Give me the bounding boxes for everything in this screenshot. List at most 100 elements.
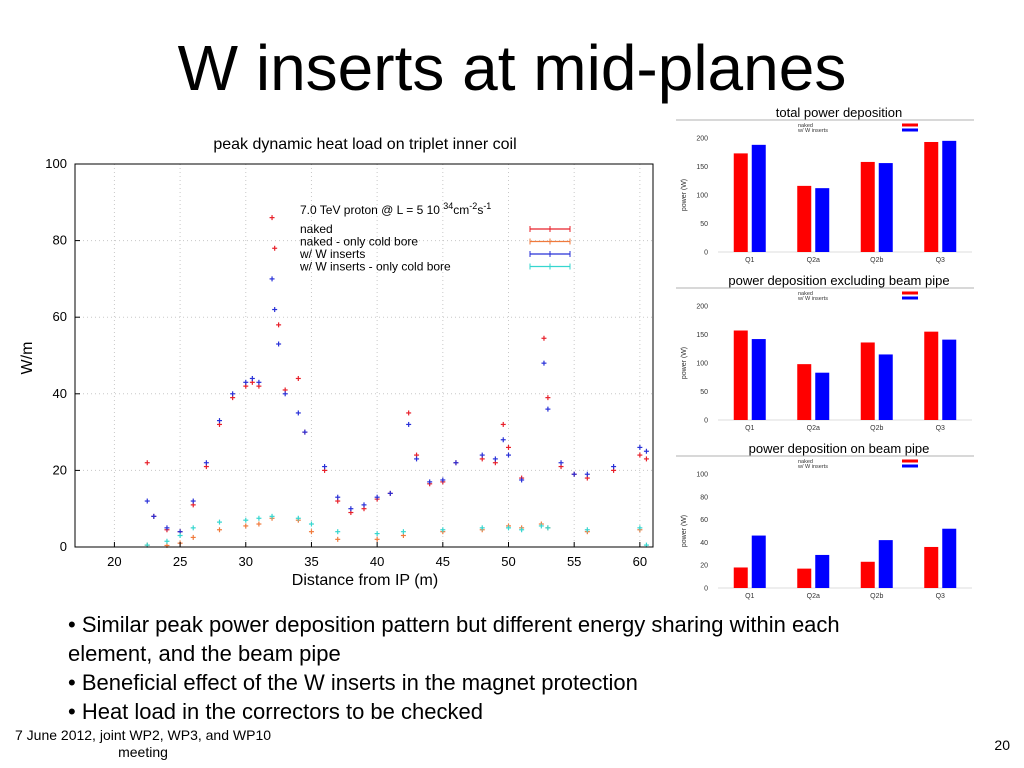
data-point — [500, 421, 506, 427]
chart-grid — [75, 163, 653, 548]
data-point — [453, 460, 459, 466]
data-point — [272, 307, 278, 313]
plot-frame — [74, 163, 654, 548]
data-point — [374, 536, 380, 542]
data-point — [269, 513, 275, 519]
y-tick-label: 0 — [60, 539, 67, 554]
data-point — [643, 456, 649, 462]
x-tick-label: Q1 — [745, 593, 754, 600]
x-tick-label: 35 — [304, 554, 318, 569]
bullet-item-continuation: element, and the beam pipe — [68, 639, 968, 668]
data-point — [256, 515, 262, 521]
data-points — [144, 215, 649, 548]
data-point — [361, 502, 367, 508]
bar — [860, 561, 875, 588]
heat-load-chart: peak dynamic heat load on triplet inner … — [19, 136, 654, 589]
data-point — [295, 410, 301, 416]
data-point — [282, 391, 288, 397]
bar — [924, 141, 939, 252]
data-point — [243, 517, 249, 523]
legend-swatch — [902, 291, 918, 295]
y-tick-label: 80 — [700, 494, 708, 501]
bullet-text: Similar peak power deposition pattern bu… — [81, 612, 840, 637]
data-point — [217, 519, 222, 525]
footer-line: 7 June 2012, joint WP2, WP3, and WP10 — [14, 727, 272, 743]
bar — [733, 567, 748, 588]
data-point — [308, 521, 314, 527]
x-tick-label: 30 — [239, 554, 253, 569]
y-tick-label: 200 — [696, 136, 708, 143]
data-point — [506, 525, 511, 531]
legend-swatch — [902, 296, 918, 300]
data-point — [440, 527, 446, 533]
data-point — [506, 452, 511, 458]
data-point — [269, 215, 275, 221]
data-point — [272, 245, 278, 251]
data-point — [151, 513, 157, 519]
x-tick-label: 40 — [370, 554, 384, 569]
legend-label: naked — [798, 123, 813, 129]
data-point — [406, 410, 412, 416]
y-axis-label: W/m — [19, 342, 36, 375]
data-point — [637, 444, 643, 450]
y-tick-label: 60 — [700, 517, 708, 524]
data-point — [584, 471, 590, 477]
bar — [878, 163, 893, 252]
x-tick-label: 25 — [173, 554, 187, 569]
page-number: 20 — [994, 737, 1010, 753]
bar — [733, 153, 748, 252]
data-point — [335, 536, 341, 542]
x-tick-label: Q3 — [936, 257, 945, 264]
x-tick-label: Q1 — [745, 257, 754, 264]
axis-ticks: 20 25 30 35 40 45 50 55 60 0 20 40 60 80 100 — [45, 156, 647, 569]
data-point — [387, 490, 393, 496]
data-point — [322, 464, 328, 470]
legend-swatch — [902, 128, 918, 132]
data-point — [203, 460, 209, 466]
y-tick-label: 200 — [696, 304, 708, 311]
data-point — [558, 460, 564, 466]
data-point — [427, 479, 433, 485]
legend-label: w/ W inserts — [797, 464, 828, 470]
legend-label: w/ W inserts — [299, 247, 365, 261]
x-tick-label: 50 — [501, 554, 515, 569]
bar — [797, 568, 812, 588]
bar — [751, 535, 766, 588]
data-point — [269, 276, 275, 282]
legend-title: 7.0 TeV proton @ L = 5 10 34cm-2s-1 — [300, 201, 491, 217]
bar — [860, 161, 875, 252]
legend-swatch — [902, 464, 918, 468]
data-point — [276, 341, 282, 347]
bullet-item: • Heat load in the correctors to be chec… — [68, 699, 483, 724]
x-tick-label: Q2a — [807, 593, 820, 600]
data-point — [643, 448, 649, 454]
data-point — [335, 494, 341, 500]
chart-title: power deposition on beam pipe — [749, 441, 930, 456]
bar — [751, 339, 766, 420]
bullet-list: • Similar peak power deposition pattern … — [68, 610, 968, 726]
chart-legend: 7.0 TeV proton @ L = 5 10 34cm-2s-1 naked… — [299, 201, 571, 274]
data-point — [637, 452, 643, 458]
x-tick-label: 20 — [107, 554, 121, 569]
bullet-text: element, and the beam pipe — [68, 641, 341, 666]
legend-label: naked — [798, 459, 813, 465]
y-axis-label: power (W) — [681, 515, 688, 547]
bar — [797, 364, 812, 420]
bar — [878, 354, 893, 420]
y-tick-label: 50 — [700, 221, 708, 228]
legend-label: naked — [300, 222, 333, 236]
data-point — [190, 498, 196, 504]
data-point — [492, 456, 498, 462]
legend-swatch — [902, 123, 918, 127]
footer-text: 7 June 2012, joint WP2, WP3, and WP10 me… — [8, 727, 278, 761]
data-point — [545, 525, 551, 531]
data-point — [406, 421, 412, 427]
y-tick-label: 60 — [53, 309, 67, 324]
legend-label: w/ W inserts — [797, 296, 828, 302]
data-point — [479, 525, 485, 531]
bar — [815, 554, 830, 588]
